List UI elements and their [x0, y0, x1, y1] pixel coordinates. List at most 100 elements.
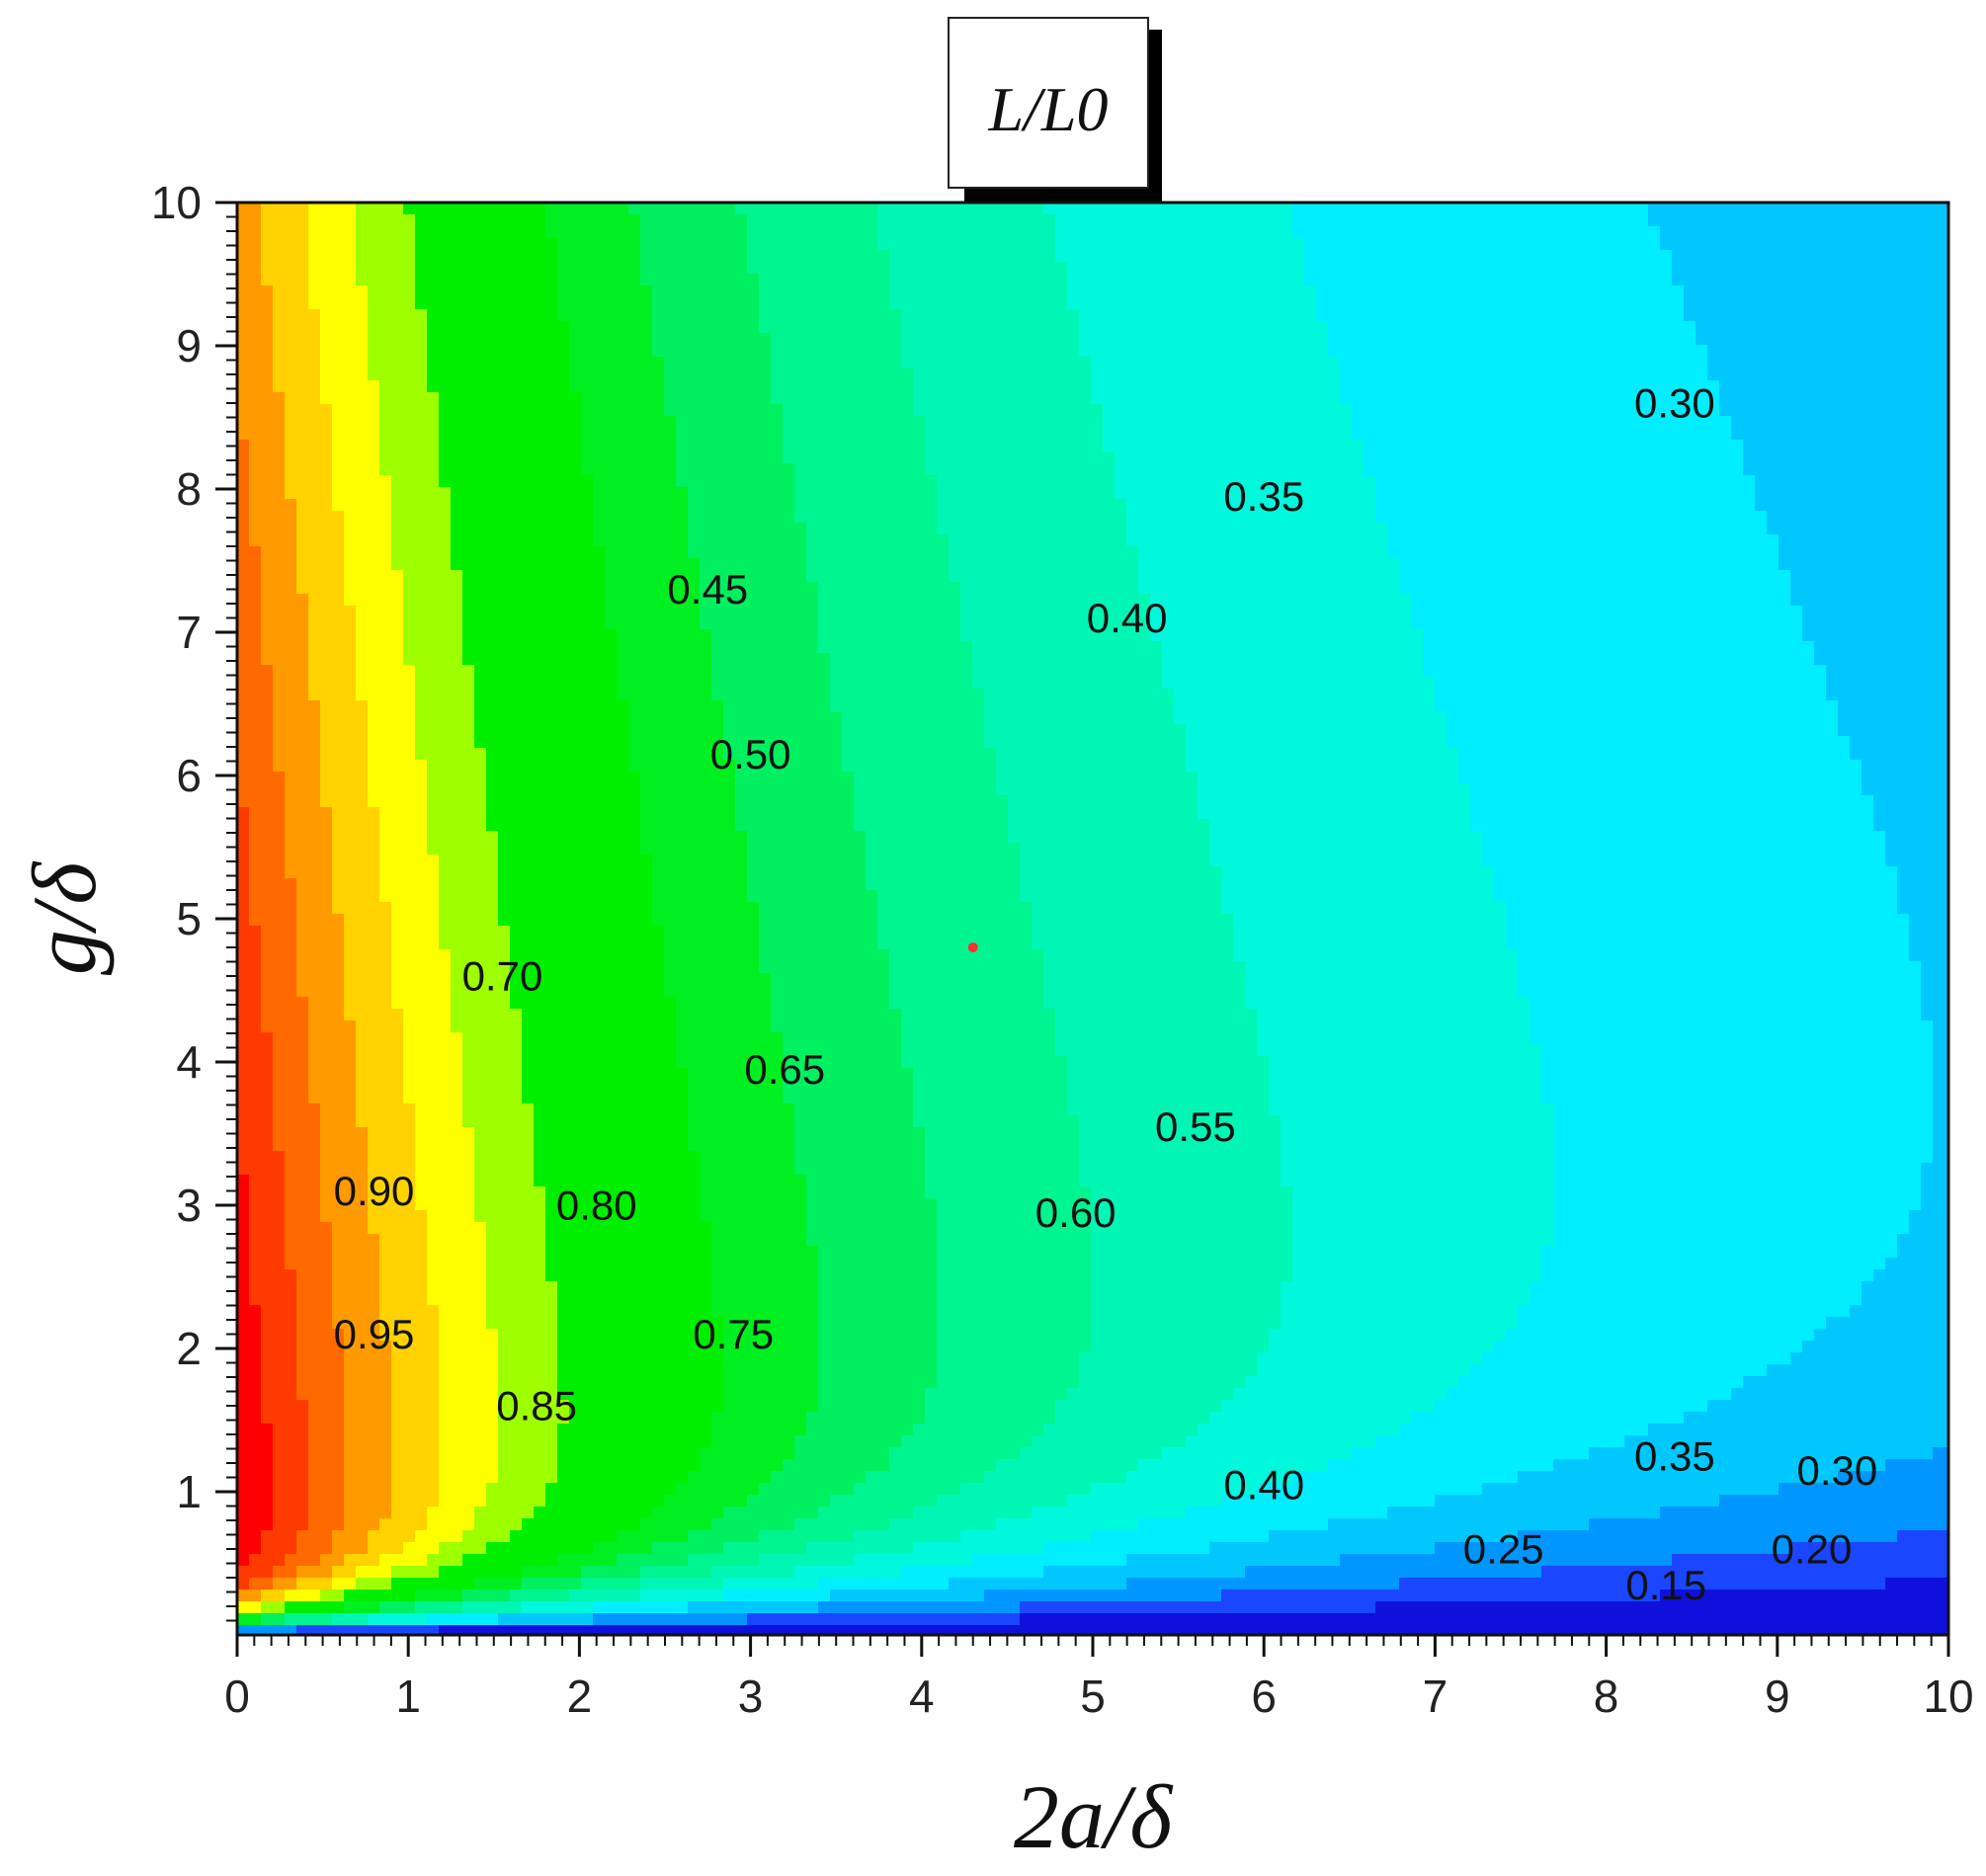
contour-cell: [593, 1210, 606, 1223]
contour-cell: [617, 1613, 629, 1626]
contour-cell: [522, 1625, 535, 1635]
contour-cell: [308, 511, 321, 524]
contour-cell: [534, 1625, 546, 1635]
contour-cell: [486, 1447, 499, 1460]
contour-cell: [320, 451, 333, 464]
contour-cell: [545, 843, 558, 856]
contour-cell: [557, 1341, 570, 1353]
contour-cell: [249, 1483, 262, 1496]
contour-cell: [273, 392, 286, 405]
contour-cell: [462, 961, 475, 974]
contour-cell: [605, 428, 618, 441]
contour-cell: [344, 1009, 357, 1021]
contour-cell: [700, 1281, 712, 1294]
contour-cell: [344, 345, 357, 358]
contour-cell: [498, 866, 511, 879]
contour-cell: [273, 926, 286, 938]
contour-cell: [617, 760, 629, 773]
contour-cell: [285, 1400, 297, 1413]
contour-cell: [593, 653, 606, 666]
contour-cell: [522, 1566, 535, 1579]
contour-cell: [581, 1341, 594, 1353]
contour-cell: [593, 1151, 606, 1164]
contour-cell: [391, 772, 404, 784]
contour-cell: [522, 1388, 535, 1401]
contour-cell: [296, 1317, 309, 1330]
contour-cell: [356, 1578, 369, 1591]
contour-cell: [308, 1590, 321, 1602]
contour-cell: [273, 1625, 286, 1635]
contour-cell: [368, 1341, 380, 1353]
contour-cell: [332, 1542, 345, 1555]
contour-cell: [320, 1412, 333, 1425]
contour-cell: [427, 1352, 440, 1365]
contour-cell: [700, 238, 712, 251]
contour-cell: [344, 1424, 357, 1436]
contour-cell: [320, 961, 333, 974]
contour-cell: [569, 629, 582, 642]
contour-cell: [498, 321, 511, 334]
contour-cell: [700, 345, 712, 358]
contour-cell: [652, 641, 665, 654]
contour-cell: [368, 1151, 380, 1164]
contour-cell: [534, 1293, 546, 1306]
contour-cell: [391, 629, 404, 642]
contour-cell: [557, 451, 570, 464]
contour-cell: [676, 665, 689, 678]
contour-cell: [439, 949, 452, 962]
contour-cell: [379, 760, 392, 773]
contour-cell: [439, 558, 452, 571]
contour-cell: [557, 1139, 570, 1152]
contour-cell: [427, 724, 440, 737]
contour-cell: [605, 309, 618, 322]
contour-cell: [628, 226, 641, 239]
contour-cell: [427, 1507, 440, 1519]
contour-cell: [605, 973, 618, 986]
contour-cell: [652, 783, 665, 796]
contour-cell: [249, 1068, 262, 1081]
contour-cell: [581, 1613, 594, 1626]
contour-cell: [688, 1507, 701, 1519]
contour-cell: [545, 1281, 558, 1294]
contour-cell: [320, 1068, 333, 1081]
contour-cell: [273, 511, 286, 524]
contour-cell: [593, 262, 606, 275]
contour-cell: [711, 914, 724, 927]
contour-cell: [320, 949, 333, 962]
contour-cell: [427, 866, 440, 879]
contour-cell: [308, 309, 321, 322]
contour-cell: [403, 1424, 416, 1436]
contour-cell: [617, 523, 629, 535]
contour-cell: [273, 1246, 286, 1259]
contour-cell: [391, 475, 404, 488]
contour-cell: [356, 1151, 369, 1164]
contour-cell: [534, 677, 546, 690]
contour-cell: [249, 1566, 262, 1579]
contour-cell: [676, 238, 689, 251]
contour-cell: [652, 558, 665, 571]
contour-cell: [439, 1103, 452, 1116]
contour-cell: [581, 914, 594, 927]
contour-cell: [617, 997, 629, 1010]
contour-cell: [498, 973, 511, 986]
contour-cell: [249, 712, 262, 725]
contour-cell: [593, 1495, 606, 1508]
contour-cell: [261, 985, 274, 998]
contour-cell: [664, 1009, 677, 1021]
contour-cell: [581, 606, 594, 618]
contour-cell: [273, 855, 286, 867]
contour-cell: [403, 1507, 416, 1519]
contour-cell: [557, 1115, 570, 1128]
contour-cell: [628, 985, 641, 998]
contour-cell: [391, 855, 404, 867]
contour-cell: [664, 1459, 677, 1472]
contour-cell: [415, 262, 428, 275]
contour-cell: [652, 1080, 665, 1093]
contour-cell: [379, 1625, 392, 1635]
contour-cell: [545, 1068, 558, 1081]
contour-cell: [486, 440, 499, 452]
contour-cell: [605, 1352, 618, 1365]
contour-cell: [605, 1092, 618, 1104]
contour-cell: [593, 1080, 606, 1093]
contour-cell: [415, 748, 428, 761]
